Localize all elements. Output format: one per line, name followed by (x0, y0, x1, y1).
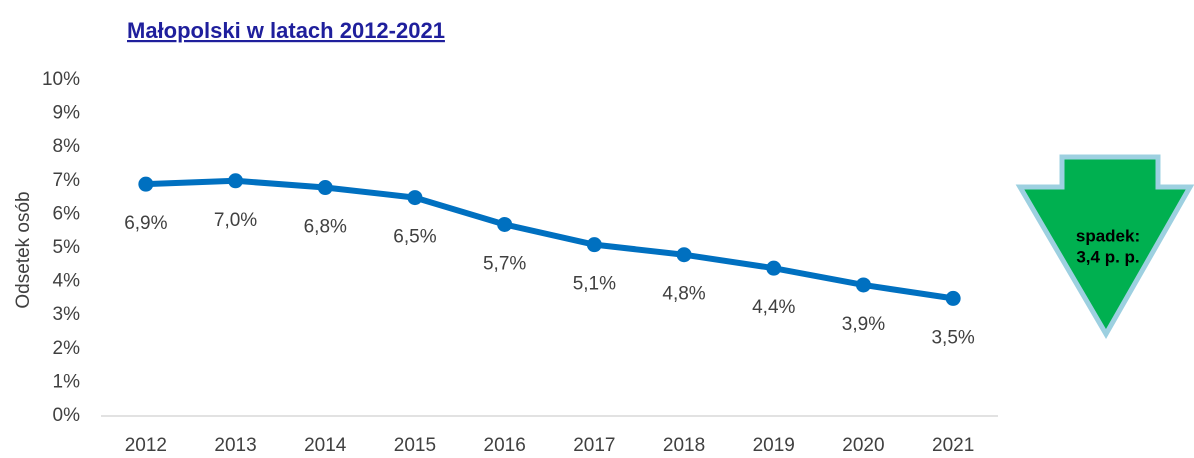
data-label: 6,9% (124, 213, 167, 234)
x-tick-label: 2014 (304, 435, 347, 456)
annotation: spadek: (1076, 226, 1140, 245)
y-tick-label: 5% (53, 237, 81, 258)
marker (407, 190, 423, 206)
x-tick-label: 2017 (573, 435, 615, 456)
y-tick-label: 4% (53, 271, 81, 292)
marker (317, 180, 333, 196)
marker (676, 247, 692, 263)
x-tick-label: 2015 (394, 435, 436, 456)
data-label: 3,9% (842, 314, 885, 335)
data-label: 7,0% (214, 210, 257, 231)
data-label: 5,7% (483, 253, 526, 274)
annotation: 3,4 p. p. (1076, 247, 1139, 266)
marker (138, 176, 154, 192)
data-label: 6,8% (304, 217, 347, 238)
y-tick-label: 2% (53, 338, 81, 359)
data-label: 4,8% (662, 284, 705, 305)
x-tick-label: 2018 (663, 435, 705, 456)
marker (228, 173, 244, 189)
x-tick-label: 2021 (932, 435, 974, 456)
y-tick-label: 1% (53, 371, 81, 392)
y-tick-label: 6% (53, 203, 81, 224)
y-tick-label: 10% (42, 69, 80, 90)
marker (586, 237, 602, 253)
data-label: 5,1% (573, 274, 616, 295)
data-label: 3,5% (931, 327, 974, 348)
marker (497, 216, 513, 232)
y-tick-label: 3% (53, 304, 81, 325)
x-tick-label: 2016 (484, 435, 526, 456)
marker (945, 290, 961, 306)
decrease-arrow (1015, 154, 1194, 339)
y-axis-label: Odsetek osób (13, 191, 34, 308)
y-tick-label: 9% (53, 103, 81, 124)
x-tick-label: 2020 (842, 435, 884, 456)
x-tick-label: 2013 (214, 435, 256, 456)
data-label: 4,4% (752, 297, 795, 318)
x-tick-label: 2012 (125, 435, 167, 456)
y-tick-label: 0% (53, 405, 81, 426)
line (145, 177, 954, 302)
data-label: 6,5% (393, 227, 436, 248)
chart-title: Małopolski w latach 2012-2021 (127, 18, 445, 43)
y-tick-label: 7% (53, 170, 81, 191)
marker (855, 277, 871, 293)
x-tick-label: 2019 (753, 435, 795, 456)
y-tick-label: 8% (53, 136, 81, 157)
marker (766, 260, 782, 276)
